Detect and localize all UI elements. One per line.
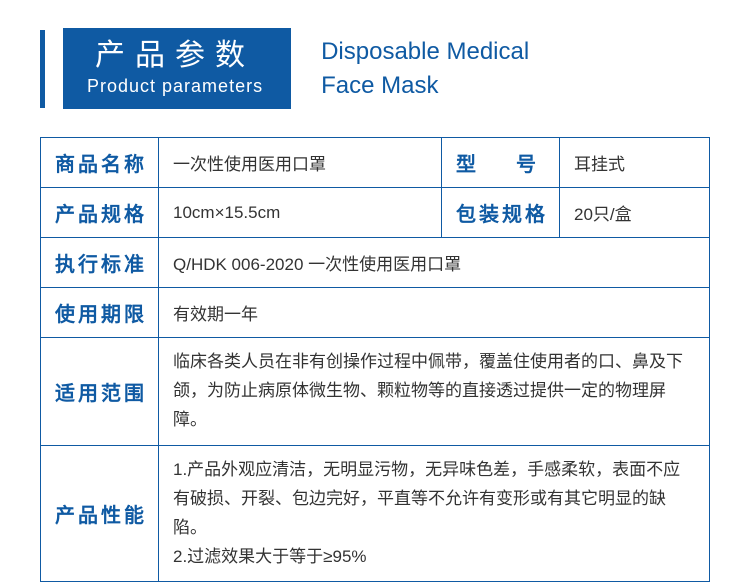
table-row: 使用期限 有效期一年 <box>41 288 710 338</box>
table-row: 适用范围 临床各类人员在非有创操作过程中佩带，覆盖住使用者的口、鼻及下颌，为防止… <box>41 338 710 446</box>
value-spec: 10cm×15.5cm <box>159 188 442 238</box>
subtitle-line2: Face Mask <box>321 69 529 103</box>
table-row: 执行标准 Q/HDK 006-2020 一次性使用医用口罩 <box>41 238 710 288</box>
table-row: 商品名称 一次性使用医用口罩 型 号 耳挂式 <box>41 138 710 188</box>
subtitle: Disposable Medical Face Mask <box>321 35 529 102</box>
label-standard: 执行标准 <box>41 238 159 288</box>
title-en: Product parameters <box>87 74 263 99</box>
title-cn: 产品参数 <box>87 38 263 74</box>
subtitle-line1: Disposable Medical <box>321 35 529 69</box>
parameter-table: 商品名称 一次性使用医用口罩 型 号 耳挂式 产品规格 10cm×15.5cm … <box>40 137 710 582</box>
table-row: 产品性能 1.产品外观应清洁，无明显污物，无异味色差，手感柔软，表面不应有破损、… <box>41 445 710 582</box>
label-period: 使用期限 <box>41 288 159 338</box>
value-model: 耳挂式 <box>560 138 710 188</box>
header: 产品参数 Product parameters Disposable Medic… <box>0 0 750 137</box>
parameter-table-wrap: 商品名称 一次性使用医用口罩 型 号 耳挂式 产品规格 10cm×15.5cm … <box>0 137 750 582</box>
table-row: 产品规格 10cm×15.5cm 包装规格 20只/盒 <box>41 188 710 238</box>
label-spec: 产品规格 <box>41 188 159 238</box>
label-scope: 适用范围 <box>41 338 159 446</box>
value-performance: 1.产品外观应清洁，无明显污物，无异味色差，手感柔软，表面不应有破损、开裂、包边… <box>159 445 710 582</box>
header-accent-bar <box>40 30 45 108</box>
label-performance: 产品性能 <box>41 445 159 582</box>
label-product-name: 商品名称 <box>41 138 159 188</box>
value-period: 有效期一年 <box>159 288 710 338</box>
title-block: 产品参数 Product parameters <box>63 28 291 109</box>
label-pack: 包装规格 <box>442 188 560 238</box>
value-standard: Q/HDK 006-2020 一次性使用医用口罩 <box>159 238 710 288</box>
label-model: 型 号 <box>442 138 560 188</box>
value-scope: 临床各类人员在非有创操作过程中佩带，覆盖住使用者的口、鼻及下颌，为防止病原体微生… <box>159 338 710 446</box>
value-product-name: 一次性使用医用口罩 <box>159 138 442 188</box>
value-pack: 20只/盒 <box>560 188 710 238</box>
